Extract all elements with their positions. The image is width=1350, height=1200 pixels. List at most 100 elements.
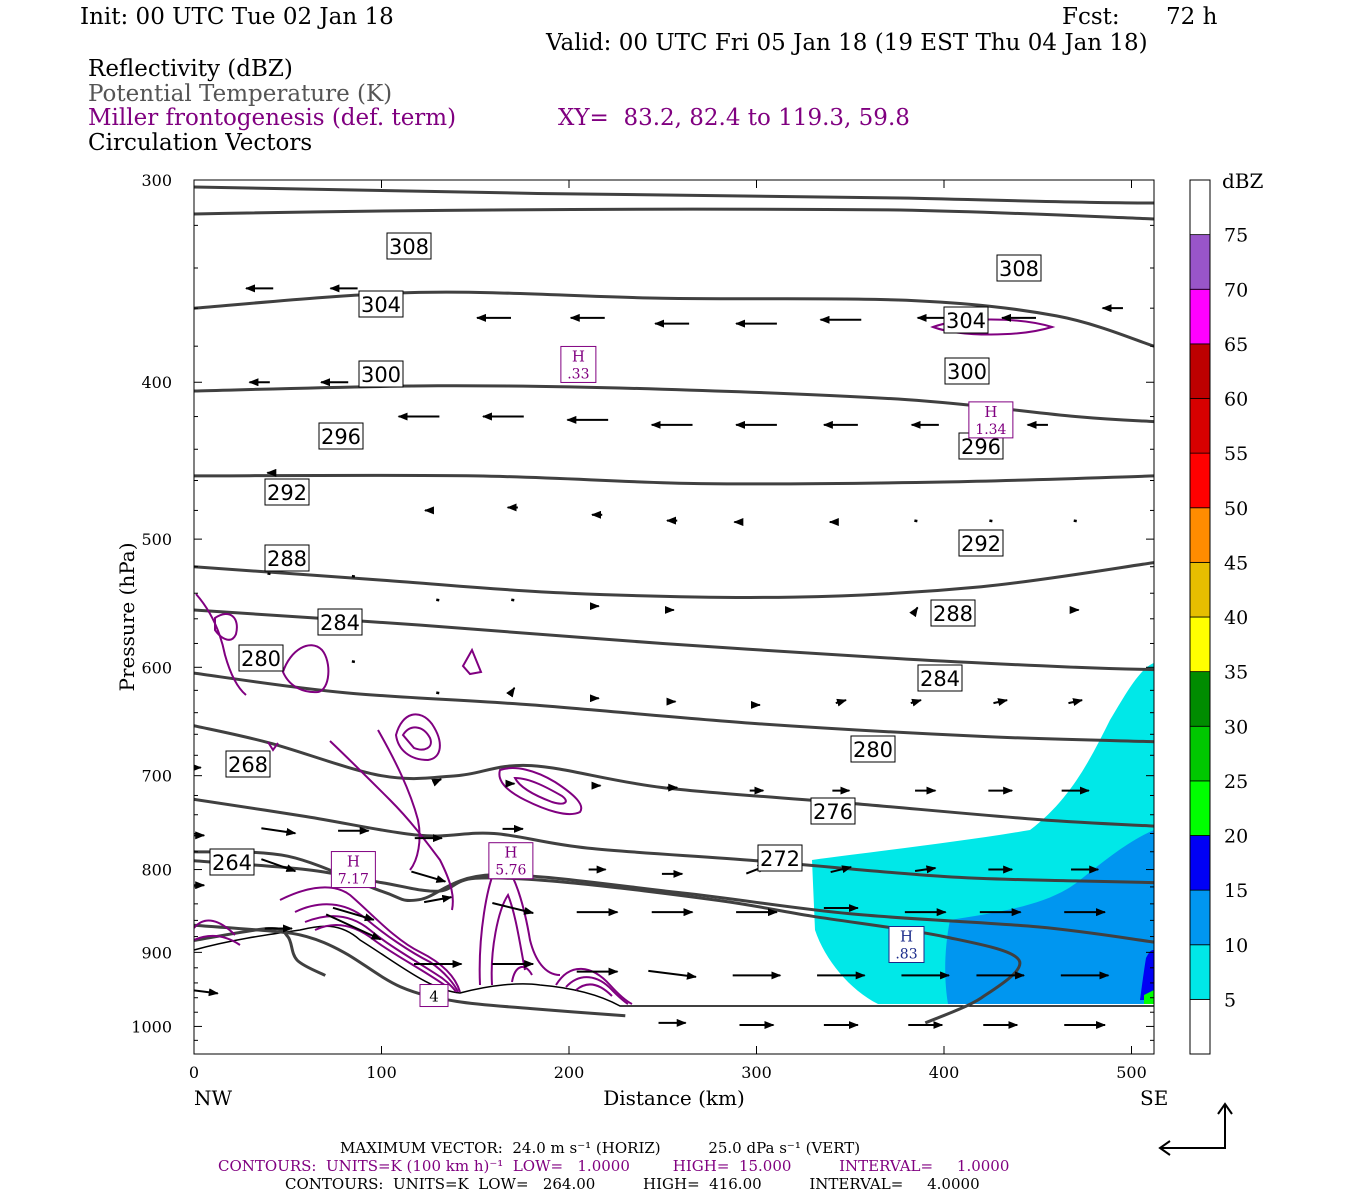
reflectivity-20dbz-region [1144, 990, 1154, 1004]
fronto-contour [267, 741, 279, 752]
circulation-vector [332, 906, 375, 922]
colorbar-swatch [1189, 507, 1211, 563]
fronto-contour [461, 647, 483, 676]
theta-label-box [358, 290, 404, 318]
colorbar-swatch [1189, 944, 1211, 1000]
circulation-vector [325, 913, 382, 941]
colorbar-swatch [1189, 725, 1211, 782]
frontogenesis-maximum-marker: H [504, 844, 517, 862]
footer-max-vector: MAXIMUM VECTOR: 24.0 m s⁻¹ (HORIZ) 25.0 … [340, 1139, 861, 1157]
colorbar-swatch [1189, 179, 1211, 236]
circulation-vectors [194, 284, 1123, 1030]
theta-label-box [810, 797, 856, 825]
colorbar-swatch [1189, 234, 1211, 290]
theta-label-box [358, 360, 404, 388]
colorbar-level-label: 20 [1224, 826, 1248, 848]
theta-label: 304 [361, 293, 401, 317]
colorbar-level-label: 30 [1224, 716, 1248, 738]
frontogenesis-maximum-box [488, 842, 534, 880]
theta-label-box [944, 357, 990, 385]
colorbar-level-label: 35 [1224, 662, 1248, 684]
theta-label-box [757, 844, 803, 872]
init-time: Init: 00 UTC Tue 02 Jan 18 [80, 4, 394, 30]
y-tick-label: 800 [141, 861, 172, 880]
colorbar-level-label: 40 [1224, 607, 1248, 629]
theta-label: 268 [228, 753, 268, 777]
reflectivity-10dbz-region [945, 830, 1154, 1004]
frontogenesis-maximum-box [330, 851, 376, 889]
fronto-contour [490, 892, 526, 986]
colorbar-level-label: 25 [1224, 771, 1248, 793]
colorbar-level-label: 70 [1224, 279, 1248, 301]
fronto-contour [195, 593, 247, 696]
circulation-vector [261, 858, 297, 873]
colorbar-swatch [1189, 288, 1211, 345]
circulation-vector [909, 606, 919, 618]
theta-contour-264 [194, 926, 327, 977]
theta-label-box [209, 848, 255, 876]
y-axis-label: Pressure (hPa) [115, 543, 139, 692]
cross-section-endpoints: XY= 83.2, 82.4 to 119.3, 59.8 [558, 105, 910, 131]
colorbar-level-label: 50 [1224, 498, 1248, 520]
frontogenesis-maximum-box [419, 984, 449, 1008]
x-tick-label: 100 [366, 1063, 397, 1082]
fronto-contour [194, 934, 241, 946]
frontogenesis-maximum-marker: H [984, 403, 997, 421]
theta-label: 296 [321, 425, 361, 449]
circulation-vector [914, 865, 937, 874]
fronto-contour [575, 983, 613, 997]
circulation-vector [648, 969, 697, 980]
x-tick-label: 0 [189, 1063, 199, 1082]
theta-label: 280 [241, 647, 281, 671]
circulation-vector [267, 572, 271, 576]
frontogenesis-maximum-value: 4 [429, 988, 439, 1006]
legend-frontogenesis: Miller frontogenesis (def. term) [88, 105, 457, 131]
y-tick-label: 900 [141, 943, 172, 962]
circulation-vector [423, 894, 453, 904]
colorbar-level-label: 5 [1224, 989, 1236, 1011]
theta-label: 296 [961, 435, 1001, 459]
theta-label: 292 [267, 481, 307, 505]
theta-contour-292 [194, 608, 1154, 672]
fronto-contour [329, 740, 454, 911]
x-tick-label: 200 [554, 1063, 585, 1082]
circulation-vector [1068, 698, 1084, 706]
colorbar-swatch [1189, 452, 1211, 509]
vector-scale-icon [1158, 1102, 1233, 1156]
forecast-label: Fcst: [1062, 4, 1120, 30]
theta-contour-272 [194, 923, 626, 1018]
fronto-contour [194, 919, 236, 936]
fronto-contour [511, 966, 533, 983]
legend-potential-temperature: Potential Temperature (K) [88, 81, 393, 107]
theta-label-box [238, 644, 284, 672]
theta-label: 284 [920, 667, 960, 691]
reflectivity-shading [812, 663, 1154, 1004]
x-axis-right-end-label: SE [1140, 1086, 1168, 1110]
y-tick-label: 300 [141, 171, 172, 190]
colorbar-swatch [1189, 889, 1211, 946]
reflectivity-maximum-value: .83 [895, 947, 917, 963]
x-tick-label: 400 [929, 1063, 960, 1082]
reflectivity-maximum-marker: H [900, 928, 913, 946]
fronto-contour [377, 729, 421, 871]
colorbar-unit-label: dBZ [1222, 169, 1264, 193]
circulation-vector [830, 865, 853, 874]
theta-label-box [958, 529, 1004, 557]
legend-circulation-vectors: Circulation Vectors [88, 130, 313, 156]
y-tick-label: 500 [141, 530, 172, 549]
circulation-vector [351, 660, 356, 664]
theta-label: 284 [320, 611, 360, 635]
frontogenesis-maximum-box [560, 345, 597, 383]
fronto-contour [513, 776, 567, 805]
theta-label: 300 [361, 363, 401, 387]
theta-contour-288 [194, 671, 1154, 744]
x-tick-label: 500 [1116, 1063, 1147, 1082]
circulation-vector [835, 698, 847, 707]
theta-label: 308 [389, 235, 429, 259]
circulation-vector [910, 698, 922, 707]
theta-label-box [930, 599, 976, 627]
circulation-vector [914, 519, 918, 523]
theta-label: 304 [946, 309, 986, 333]
theta-label: 272 [760, 847, 800, 871]
